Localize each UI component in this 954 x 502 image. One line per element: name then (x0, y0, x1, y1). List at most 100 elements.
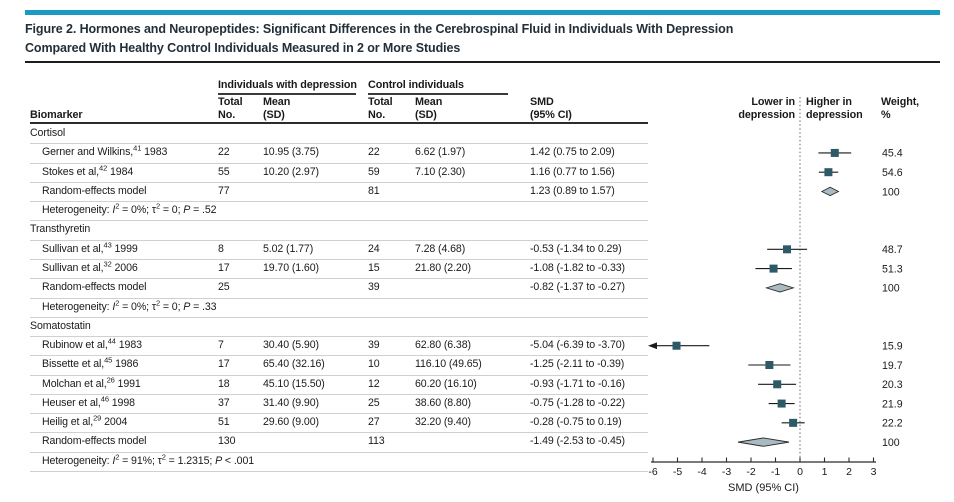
effect-square (777, 399, 786, 408)
table-header-rule (30, 122, 648, 124)
smd-ci-value: -0.28 (-0.75 to 0.19) (530, 416, 622, 429)
mean-sd-depression: 29.60 (9.00) (263, 416, 319, 429)
plot-header-lower-in-depression: Lower in depression (738, 96, 795, 121)
total-no-depression: 7 (218, 339, 224, 352)
mean-sd-control: 32.20 (9.40) (415, 416, 471, 429)
study-label: Bissette et al,45 1986 (42, 355, 139, 371)
mean-sd-depression: 5.02 (1.77) (263, 242, 314, 255)
study-label: Molchan et al,26 1991 (42, 375, 141, 390)
col-header-mean-control: Mean (SD) (415, 96, 443, 121)
total-no-depression: 17 (218, 358, 230, 371)
table-row: Sullivan et al,43 1999 8 5.02 (1.77) 24 7.28… (30, 240, 648, 260)
mean-sd-depression: 10.20 (2.97) (263, 165, 319, 178)
total-no-control: 27 (368, 416, 380, 429)
mean-sd-control: 7.28 (4.68) (415, 242, 466, 255)
axis-tick-label: 1 (822, 466, 828, 478)
total-no-depression: 22 (218, 146, 230, 159)
biomarker-section-label: Somatostatin (30, 319, 91, 332)
table-row: Sullivan et al,32 2006 17 19.70 (1.60) 15 21… (30, 259, 648, 280)
table-row: Molchan et al,26 1991 18 45.10 (15.50) 12 60… (30, 375, 648, 395)
table-row: Heterogeneity: I2 = 91%; τ2 = 1.2315; P … (30, 452, 648, 473)
smd-ci-value: -1.49 (-2.53 to -0.45) (530, 435, 625, 448)
effect-square (773, 380, 782, 389)
weight-value: 100 (882, 186, 900, 198)
mean-sd-control: 6.62 (1.97) (415, 146, 466, 159)
section-row: Transthyretin (30, 220, 648, 241)
heterogeneity-note: Heterogeneity: I2 = 0%; τ2 = 0; P = .52 (42, 201, 217, 217)
total-no-control: 12 (368, 377, 380, 390)
col-header-total-depression: Total No. (218, 96, 243, 121)
plot-header-weight: Weight, % (881, 96, 920, 121)
mean-sd-depression: 19.70 (1.60) (263, 261, 319, 274)
heterogeneity-note: Heterogeneity: I2 = 0%; τ2 = 0; P = .33 (42, 297, 217, 313)
smd-ci-value: -1.08 (-1.82 to -0.33) (530, 261, 625, 274)
smd-ci-value: -5.04 (-6.39 to -3.70) (530, 339, 625, 352)
total-no-depression: 55 (218, 165, 230, 178)
effect-square (765, 361, 774, 369)
weight-value: 20.3 (882, 379, 903, 391)
axis-tick-label: 3 (871, 466, 877, 478)
study-label: Random-effects model (42, 184, 147, 197)
mean-sd-depression: 65.40 (32.16) (263, 358, 325, 371)
weight-value: 45.4 (882, 148, 903, 160)
group-header-control-rule (368, 93, 508, 95)
axis-tick-label: -4 (697, 466, 706, 478)
table-row: Random-effects model 25 39 -0.82 (-1.37 to … (30, 278, 648, 299)
axis-tick-label: -2 (746, 466, 755, 478)
title-divider (25, 61, 940, 63)
weight-value: 21.9 (882, 398, 903, 410)
effect-square (769, 264, 778, 273)
axis-tick-label: -1 (771, 466, 780, 478)
study-label: Gerner and Wilkins,41 1983 (42, 143, 168, 159)
summary-diamond (764, 283, 795, 293)
smd-ci-value: 1.23 (0.89 to 1.57) (530, 184, 615, 197)
col-header-total-control: Total No. (368, 96, 393, 121)
total-no-depression: 130 (218, 435, 236, 448)
table-row: Gerner and Wilkins,41 1983 22 10.95 (3.75)… (30, 143, 648, 164)
weight-value: 100 (882, 437, 900, 449)
total-no-control: 59 (368, 165, 380, 178)
weight-value: 51.3 (882, 263, 903, 275)
table-row: Random-effects model 130 113 -1.49 (-2.53 t… (30, 432, 648, 453)
total-no-control: 81 (368, 184, 380, 197)
total-no-control: 39 (368, 281, 380, 294)
total-no-control: 113 (368, 435, 385, 448)
biomarker-section-label: Cortisol (30, 127, 66, 139)
table-row: Heuser et al,46 1998 37 31.40 (9.90) 25 38.6… (30, 394, 648, 415)
mean-sd-control: 38.60 (8.80) (415, 396, 471, 409)
smd-ci-value: -1.25 (-2.11 to -0.39) (530, 358, 625, 371)
study-label: Sullivan et al,43 1999 (42, 240, 138, 255)
weight-value: 100 (882, 283, 900, 295)
table-row: Heterogeneity: I2 = 0%; τ2 = 0; P = .52 (30, 201, 648, 222)
axis-tick-label: -5 (673, 466, 682, 478)
col-header-smd: SMD (95% CI) (530, 96, 572, 121)
study-label: Stokes et al,42 1984 (42, 163, 134, 178)
axis-label: SMD (95% CI) (728, 482, 799, 494)
effect-square (783, 245, 792, 254)
effect-square (789, 418, 798, 427)
study-label: Sullivan et al,32 2006 (42, 259, 138, 274)
summary-diamond (820, 186, 840, 197)
total-no-depression: 25 (218, 281, 230, 294)
table-row: Rubinow et al,44 1983 7 30.40 (5.90) 39 62.8… (30, 336, 648, 357)
figure-title: Figure 2. Hormones and Neuropeptides: Si… (25, 22, 734, 55)
section-row: Somatostatin (30, 317, 648, 338)
mean-sd-depression: 30.40 (5.90) (263, 339, 319, 352)
heterogeneity-note: Heterogeneity: I2 = 91%; τ2 = 1.2315; P … (42, 452, 255, 467)
smd-ci-value: -0.82 (-1.37 to -0.27) (530, 281, 625, 294)
total-no-depression: 77 (218, 184, 230, 197)
group-header-control: Control individuals (368, 79, 464, 91)
group-header-depression: Individuals with depression (218, 79, 357, 91)
weight-value: 54.6 (882, 167, 903, 179)
table-row: Heterogeneity: I2 = 0%; τ2 = 0; P = .33 (30, 298, 648, 318)
total-no-depression: 51 (218, 416, 230, 429)
weight-value: 48.7 (882, 244, 903, 256)
mean-sd-control: 62.80 (6.38) (415, 339, 471, 352)
smd-ci-value: -0.75 (-1.28 to -0.22) (530, 396, 625, 409)
total-no-control: 22 (368, 146, 380, 159)
effect-square (830, 148, 839, 157)
col-header-biomarker: Biomarker (30, 109, 83, 121)
mean-sd-depression: 31.40 (9.90) (263, 396, 319, 409)
table-row: Random-effects model 77 81 1.23 (0.89 to 1.… (30, 182, 648, 203)
